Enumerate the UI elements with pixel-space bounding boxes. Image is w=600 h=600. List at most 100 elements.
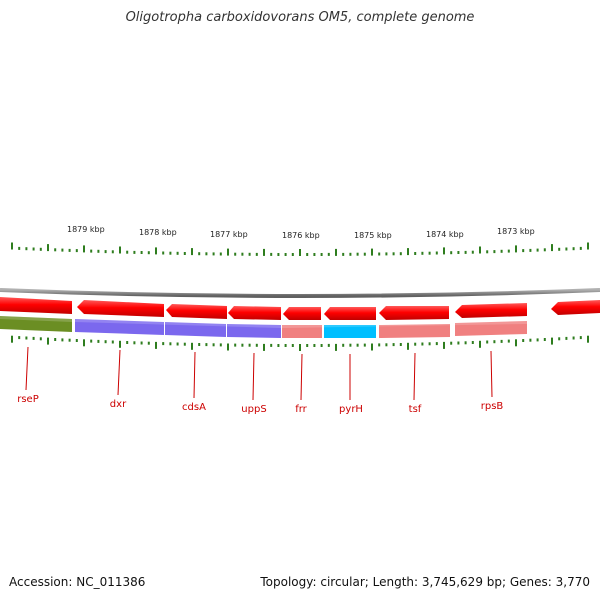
tick-mark <box>464 341 467 345</box>
tick-mark <box>133 341 136 345</box>
tick-mark <box>522 249 525 253</box>
tick-mark <box>47 244 49 252</box>
tick-mark <box>32 247 35 251</box>
tick-mark <box>414 342 417 346</box>
tick-mark <box>342 252 345 256</box>
tick-mark <box>61 248 64 252</box>
tick-mark <box>191 248 193 256</box>
gene-labels: rseP dxr cdsA uppS frr pyrH tsf rpsB <box>17 394 503 415</box>
tick-mark <box>479 340 481 348</box>
tick-mark <box>421 342 424 346</box>
tick-mark <box>162 342 165 346</box>
tick-mark <box>219 343 222 347</box>
tick-mark <box>529 338 532 342</box>
gene-label-pyrH: pyrH <box>339 404 363 415</box>
tick-mark <box>363 343 366 347</box>
tick-mark <box>241 343 244 347</box>
tick-mark <box>183 252 186 255</box>
genome-title: Oligotropha carboxidovorans OM5, complet… <box>125 10 475 25</box>
tick-mark <box>198 252 201 256</box>
tick-mark <box>61 338 64 342</box>
tick-mark <box>97 339 100 343</box>
tick-mark <box>587 242 589 250</box>
lower-ticks <box>11 335 589 351</box>
tick-mark <box>371 343 373 351</box>
tick-mark <box>450 251 453 255</box>
tick-mark <box>104 340 107 344</box>
tick-mark <box>392 343 395 347</box>
tick-mark <box>443 247 445 255</box>
gene-block-rpsB <box>455 321 527 336</box>
tick-mark <box>363 252 366 256</box>
tick-mark <box>162 251 165 255</box>
gene-leaders <box>25 346 493 401</box>
tick-mark <box>342 343 345 347</box>
tick-mark <box>119 246 121 254</box>
upper-ticks <box>11 242 589 256</box>
strand-arrow <box>455 303 527 318</box>
tick-mark <box>320 344 323 347</box>
tick-mark <box>263 343 265 351</box>
tick-mark <box>543 338 546 341</box>
tick-mark <box>500 249 503 253</box>
tick-mark <box>551 337 553 345</box>
tick-mark <box>385 343 388 347</box>
tick-mark <box>579 246 582 250</box>
tick-mark <box>349 343 352 347</box>
tick-mark <box>169 342 172 346</box>
tick-mark <box>522 339 525 342</box>
accession-text: Accession: NC_011386 <box>9 575 146 589</box>
tick-mark <box>255 252 258 256</box>
tick-mark <box>306 344 309 347</box>
tick-mark <box>191 342 193 350</box>
tick-mark <box>284 344 287 347</box>
gene-blocks <box>0 316 527 338</box>
tick-mark <box>183 342 186 346</box>
tick-mark <box>299 344 301 351</box>
tick-mark <box>335 248 337 256</box>
tick-mark <box>486 340 489 344</box>
tick-mark <box>507 249 510 253</box>
gene-label-cdsA: cdsA <box>182 402 206 413</box>
tick-mark <box>572 247 575 251</box>
tick-mark <box>219 252 222 256</box>
gene-block-tsf <box>379 324 450 338</box>
tick-mark <box>407 342 409 350</box>
scale-label-1873: 1873 kbp <box>497 227 535 236</box>
tick-mark <box>515 245 517 253</box>
tick-mark <box>327 252 330 256</box>
tick-mark <box>558 337 561 341</box>
tick-mark <box>111 250 114 254</box>
strand-arrow <box>283 307 321 320</box>
tick-mark <box>356 343 359 347</box>
tick-mark <box>83 339 85 347</box>
genome-backbone <box>0 288 600 298</box>
gene-label-uppS: uppS <box>241 404 266 415</box>
scale-label-1875: 1875 kbp <box>354 231 392 240</box>
tick-mark <box>565 247 568 251</box>
tick-mark <box>176 251 179 255</box>
tick-mark <box>464 250 467 254</box>
tick-mark <box>457 341 460 345</box>
gene-label-tsf: tsf <box>409 404 422 415</box>
tick-mark <box>147 341 150 345</box>
tick-mark <box>371 248 373 256</box>
tick-mark <box>428 342 431 346</box>
tick-mark <box>198 343 201 346</box>
tick-mark <box>18 246 21 250</box>
tick-mark <box>435 342 438 346</box>
tick-mark <box>47 337 49 345</box>
tick-mark <box>428 251 431 255</box>
tick-mark <box>11 335 13 343</box>
tick-mark <box>471 250 474 254</box>
gene-block-pyrH <box>324 325 376 338</box>
tick-mark <box>291 344 294 347</box>
strand-arrow <box>0 297 72 314</box>
tick-mark <box>565 336 568 340</box>
tick-mark <box>385 252 388 256</box>
tick-mark <box>155 247 157 255</box>
tick-mark <box>306 253 309 256</box>
tick-mark <box>414 252 417 255</box>
tick-mark <box>126 250 129 254</box>
topology-text: Topology: circular; Length: 3,745,629 bp… <box>260 575 590 589</box>
